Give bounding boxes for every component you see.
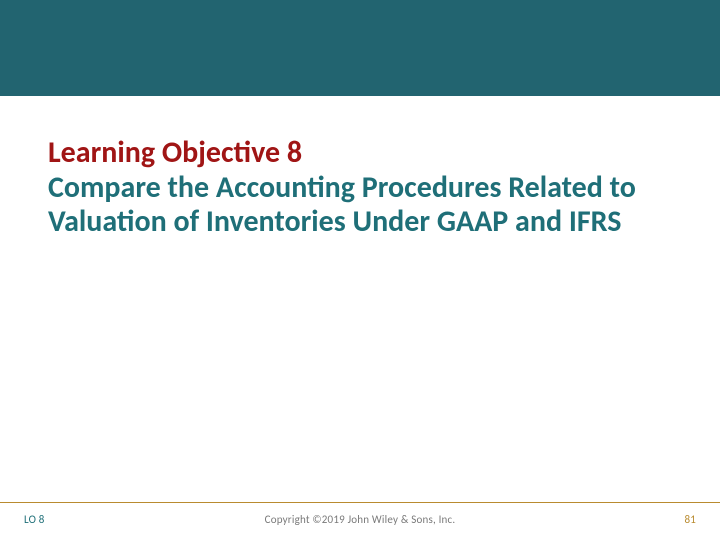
slide-footer: LO 8 Copyright ©2019 John Wiley & Sons, …	[0, 502, 720, 540]
learning-objective-label: Learning Objective 8	[48, 136, 672, 171]
footer-lo-code: LO 8	[24, 513, 45, 526]
footer-copyright: Copyright ©2019 John Wiley & Sons, Inc.	[265, 513, 456, 526]
slide-content: Learning Objective 8 Compare the Account…	[0, 96, 720, 240]
learning-objective-title: Compare the Accounting Procedures Relate…	[48, 171, 672, 240]
footer-page-number: 81	[684, 513, 696, 526]
header-bar	[0, 0, 720, 96]
